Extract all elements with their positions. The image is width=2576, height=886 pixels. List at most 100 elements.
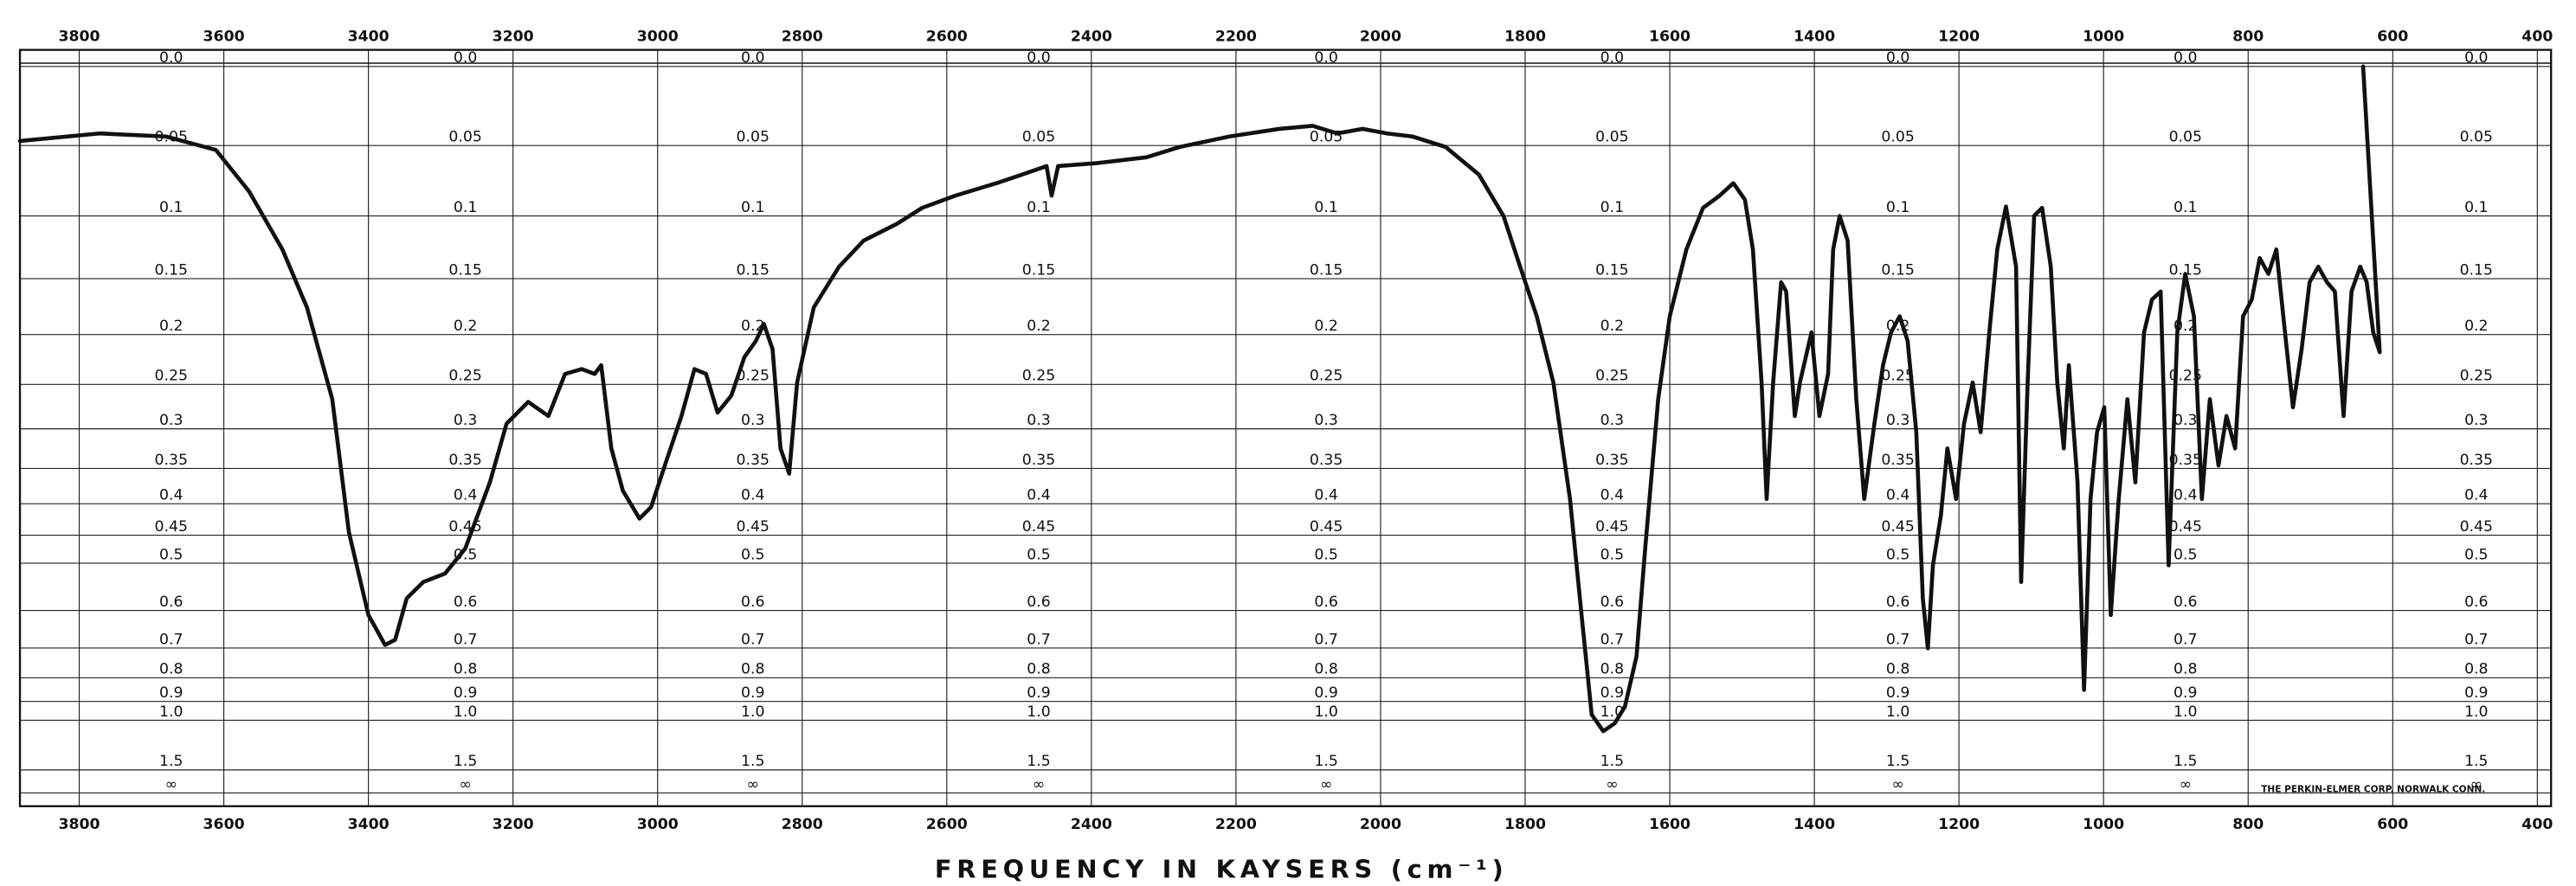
x-tick-label-bottom: 3200 [493,816,534,833]
x-tick-label-top: 3200 [493,28,534,45]
y-tick-label: 0.8 [2174,661,2197,678]
y-tick-label: 0.2 [2464,318,2488,335]
y-tick-label: 0.25 [1022,368,1055,385]
x-tick-label-bottom: 3000 [637,816,679,833]
y-tick-label: 0.35 [1881,452,1914,469]
y-tick-label: 1.0 [454,703,477,721]
y-tick-label: 1.5 [1600,753,1624,770]
y-tick-label: 0.3 [1314,412,1337,429]
y-tick-label: 0.35 [2169,452,2202,469]
x-tick-label-bottom: 2000 [1360,816,1401,833]
x-tick-label-bottom: 1000 [2083,816,2124,833]
y-tick-label: 0.7 [2174,631,2197,648]
y-tick-label: 0.2 [1600,318,1624,335]
y-tick-label: 0.3 [1600,412,1624,429]
y-tick-label: 0.05 [1881,129,1914,146]
y-tick-label: 0.45 [737,518,770,536]
y-tick-label: ∞ [1320,776,1332,793]
x-tick-label-bottom: 3600 [203,816,245,833]
x-tick-label-bottom: 600 [2377,816,2408,833]
y-tick-label: 0.35 [2460,452,2493,469]
y-tick-label: ∞ [1033,776,1045,793]
x-tick-label-top: 2000 [1360,28,1401,45]
x-tick-label-bottom: 800 [2232,816,2264,833]
y-tick-label: 1.5 [741,753,764,770]
y-tick-label: 0.35 [1595,452,1628,469]
x-tick-label-top: 2400 [1071,28,1112,45]
y-tick-label: ∞ [2180,776,2192,793]
y-tick-label: 0.0 [1314,49,1337,67]
y-tick-label: 0.7 [1027,631,1050,648]
x-tick-label-top: 3000 [637,28,679,45]
y-tick-label: 0.1 [159,199,183,216]
y-tick-label: 1.0 [1886,703,1909,721]
y-tick-label: 0.25 [2460,368,2493,385]
maker-note: THE PERKIN-ELMER CORP. NORWALK CONN. [2261,785,2485,795]
plot-frame [18,48,2553,807]
y-tick-label: 1.0 [159,703,183,721]
y-tick-label: 0.35 [448,452,481,469]
x-tick-label-top: 1200 [1938,28,1980,45]
y-tick-label: 0.7 [1600,631,1624,648]
y-tick-label: 0.8 [1027,661,1050,678]
y-tick-label: 0.8 [1886,661,1909,678]
y-tick-label: 0.3 [159,412,183,429]
y-tick-label: 0.4 [2174,487,2197,504]
y-tick-label: 0.6 [1886,594,1909,611]
y-tick-label: 0.5 [159,546,183,563]
y-tick-label: 0.4 [1600,487,1624,504]
y-tick-label: 0.0 [159,49,183,67]
y-tick-label: 1.5 [1027,753,1050,770]
y-tick-label: 0.3 [2464,412,2488,429]
y-tick-label: 0.7 [2464,631,2488,648]
y-tick-label: 0.15 [1595,261,1628,279]
y-tick-label: 0.9 [1027,684,1050,702]
y-tick-label: 0.35 [1022,452,1055,469]
y-tick-label: 0.15 [1022,261,1055,279]
y-tick-label: 0.5 [454,546,477,563]
y-tick-label: 0.05 [448,129,481,146]
x-tick-label-top: 1400 [1794,28,1835,45]
x-tick-label-bottom: 2600 [926,816,968,833]
x-tick-label-top: 3600 [203,28,245,45]
y-tick-label: 0.25 [155,368,188,385]
y-tick-label: 0.05 [2169,129,2202,146]
y-tick-label: 0.6 [1314,594,1337,611]
x-tick-label-top: 1600 [1649,28,1690,45]
y-tick-label: 0.45 [155,518,188,536]
y-tick-label: 0.4 [1886,487,1909,504]
y-tick-label: 0.9 [454,684,477,702]
y-tick-label: 0.35 [737,452,770,469]
x-tick-label-bottom: 1800 [1504,816,1546,833]
y-tick-label: 0.3 [1027,412,1050,429]
y-tick-label: 1.5 [2464,753,2488,770]
y-tick-label: 1.0 [2174,703,2197,721]
x-tick-label-top: 400 [2521,28,2553,45]
x-tick-label-bottom: 1400 [1794,816,1835,833]
y-tick-label: 0.0 [454,49,477,67]
y-tick-label: 0.35 [155,452,188,469]
y-tick-label: 0.15 [2460,261,2493,279]
y-tick-label: 0.15 [2169,261,2202,279]
y-tick-label: 0.6 [1027,594,1050,611]
y-tick-label: 0.5 [1600,546,1624,563]
y-tick-label: 0.1 [1314,199,1337,216]
y-tick-label: 0.7 [454,631,477,648]
spectrum-line [17,64,2382,734]
y-tick-label: 0.15 [1881,261,1914,279]
x-tick-label-bottom: 400 [2521,816,2553,833]
y-tick-label: 0.45 [2460,518,2493,536]
y-tick-label: 1.0 [741,703,764,721]
y-tick-label: 1.0 [1027,703,1050,721]
y-tick-label: 0.25 [448,368,481,385]
y-tick-label: 0.45 [1881,518,1914,536]
y-tick-label: 0.5 [1027,546,1050,563]
y-tick-label: 0.4 [2464,487,2488,504]
y-tick-label: 0.45 [1595,518,1628,536]
x-tick-label-bottom: 3800 [59,816,100,833]
y-tick-label: 0.1 [2174,199,2197,216]
y-tick-label: 1.0 [2464,703,2488,721]
y-tick-label: 0.6 [1600,594,1624,611]
y-tick-label: 1.5 [159,753,183,770]
y-tick-label: 1.5 [454,753,477,770]
